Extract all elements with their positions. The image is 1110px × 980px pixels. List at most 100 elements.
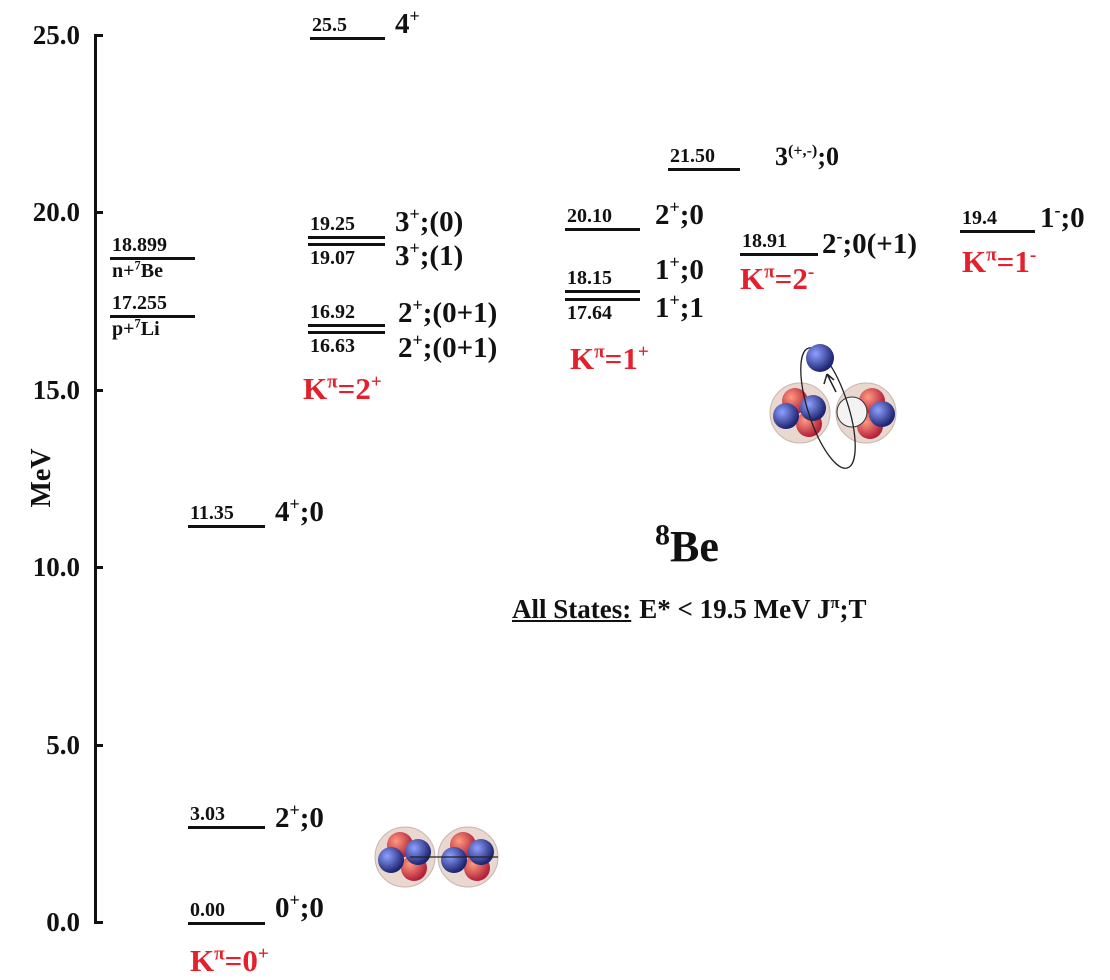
text-part: 0	[275, 892, 290, 924]
k-band-label: Kπ=2-	[740, 262, 814, 296]
level-energy: 19.25	[310, 213, 355, 235]
tick-mark	[94, 389, 103, 392]
text-part: ;(0)	[420, 206, 463, 238]
level-line	[565, 290, 640, 293]
level-line	[668, 168, 740, 171]
text-part: K	[740, 261, 764, 296]
text-part: n+	[112, 260, 135, 282]
text-part: 4	[395, 8, 410, 40]
k-band-label: Kπ=1-	[962, 245, 1036, 279]
level-jpi: 1+;1	[655, 292, 704, 324]
axis-line	[94, 34, 97, 924]
text-part: ;(0+1)	[423, 332, 498, 364]
level-jpi: 2+;0	[275, 802, 324, 834]
text-part: 1	[655, 292, 670, 324]
text-part: 1	[655, 254, 670, 286]
superscript: π	[764, 261, 775, 282]
text-part: ;0(+1)	[842, 228, 917, 260]
tick-label: 0.0	[46, 907, 80, 937]
superscript: +	[290, 494, 300, 514]
k-band-label: Kπ=2+	[303, 372, 382, 406]
text-part: K	[962, 244, 986, 279]
level-energy: 11.35	[190, 502, 234, 524]
superscript: +	[410, 238, 420, 258]
tick-mark	[94, 34, 103, 37]
superscript: +	[410, 6, 420, 26]
level-line	[740, 253, 818, 256]
level-energy: 20.10	[567, 205, 612, 227]
tick-label: 10.0	[33, 552, 80, 582]
level-line	[188, 922, 265, 925]
superscript: +	[371, 371, 382, 392]
superscript: +	[410, 204, 420, 224]
level-energy: 17.64	[567, 302, 612, 324]
text-part: p+	[112, 318, 135, 340]
level-line	[310, 37, 385, 40]
nucleus-title: 8Be	[655, 522, 719, 572]
text-part: ;0	[817, 142, 839, 171]
tick-mark	[94, 921, 103, 924]
level-jpi: 4+;0	[275, 496, 324, 528]
text-part: ;0	[680, 199, 704, 231]
level-line	[188, 525, 265, 528]
text-part: 3	[395, 240, 410, 272]
tick-mark	[94, 566, 103, 569]
level-energy: 19.07	[310, 247, 355, 269]
superscript: +	[258, 943, 269, 964]
subtitle-lead: All States:	[512, 594, 631, 624]
level-line	[188, 826, 265, 829]
mass-number: 8	[655, 519, 670, 552]
tick-label: 15.0	[33, 375, 80, 405]
text-part: Li	[141, 318, 160, 340]
text-part: 4	[275, 496, 290, 528]
text-part: K	[303, 371, 327, 406]
cluster-art	[0, 0, 1110, 980]
text-part: =2	[338, 371, 371, 406]
text-part: K	[570, 341, 594, 376]
superscript: π	[594, 341, 605, 362]
superscript: +	[290, 800, 300, 820]
level-line	[960, 230, 1035, 233]
alpha-pair-ground	[375, 827, 498, 887]
tick-label: 25.0	[33, 20, 80, 50]
text-part: 2	[275, 802, 290, 834]
text-part: K	[190, 943, 214, 978]
level-energy: 18.91	[742, 230, 787, 252]
superscript: +	[670, 197, 680, 217]
text-part: ;0	[680, 254, 704, 286]
tick-label: 5.0	[46, 730, 80, 760]
level-jpi: 2+;(0+1)	[398, 332, 497, 364]
text-part: 2	[655, 199, 670, 231]
level-jpi: 3+;(1)	[395, 240, 463, 272]
level-jpi: 2+;(0+1)	[398, 297, 497, 329]
level-diagram: 25.020.015.010.05.00.0MeV18.899n+7Be17.2…	[0, 0, 1110, 980]
level-line	[308, 243, 385, 246]
level-line	[565, 228, 640, 231]
text-part: ;T	[840, 594, 867, 624]
threshold-energy: 18.899	[112, 234, 167, 256]
superscript: +	[413, 295, 423, 315]
element-symbol: Be	[670, 522, 719, 571]
level-jpi: 4+	[395, 8, 420, 40]
threshold-channel: p+7Li	[112, 318, 160, 340]
text-part: ;0	[300, 496, 324, 528]
text-part: =1	[997, 244, 1030, 279]
threshold-energy: 17.255	[112, 292, 167, 314]
text-part: ;0	[300, 892, 324, 924]
text-part: =0	[225, 943, 258, 978]
tick-mark	[94, 211, 103, 214]
level-energy: 19.4	[962, 207, 997, 229]
text-part: =1	[605, 341, 638, 376]
level-energy: 16.92	[310, 301, 355, 323]
k-band-label: Kπ=1+	[570, 342, 649, 376]
superscript: +	[413, 330, 423, 350]
level-jpi: 3(+,-);0	[775, 141, 839, 173]
level-jpi: 0+;0	[275, 892, 324, 924]
tick-label: 20.0	[33, 197, 80, 227]
threshold-channel: n+7Be	[112, 260, 163, 282]
text-part: =2	[775, 261, 808, 296]
level-line	[308, 331, 385, 334]
text-part: 2	[398, 297, 413, 329]
text-part: Be	[141, 260, 163, 282]
level-energy: 3.03	[190, 803, 225, 825]
